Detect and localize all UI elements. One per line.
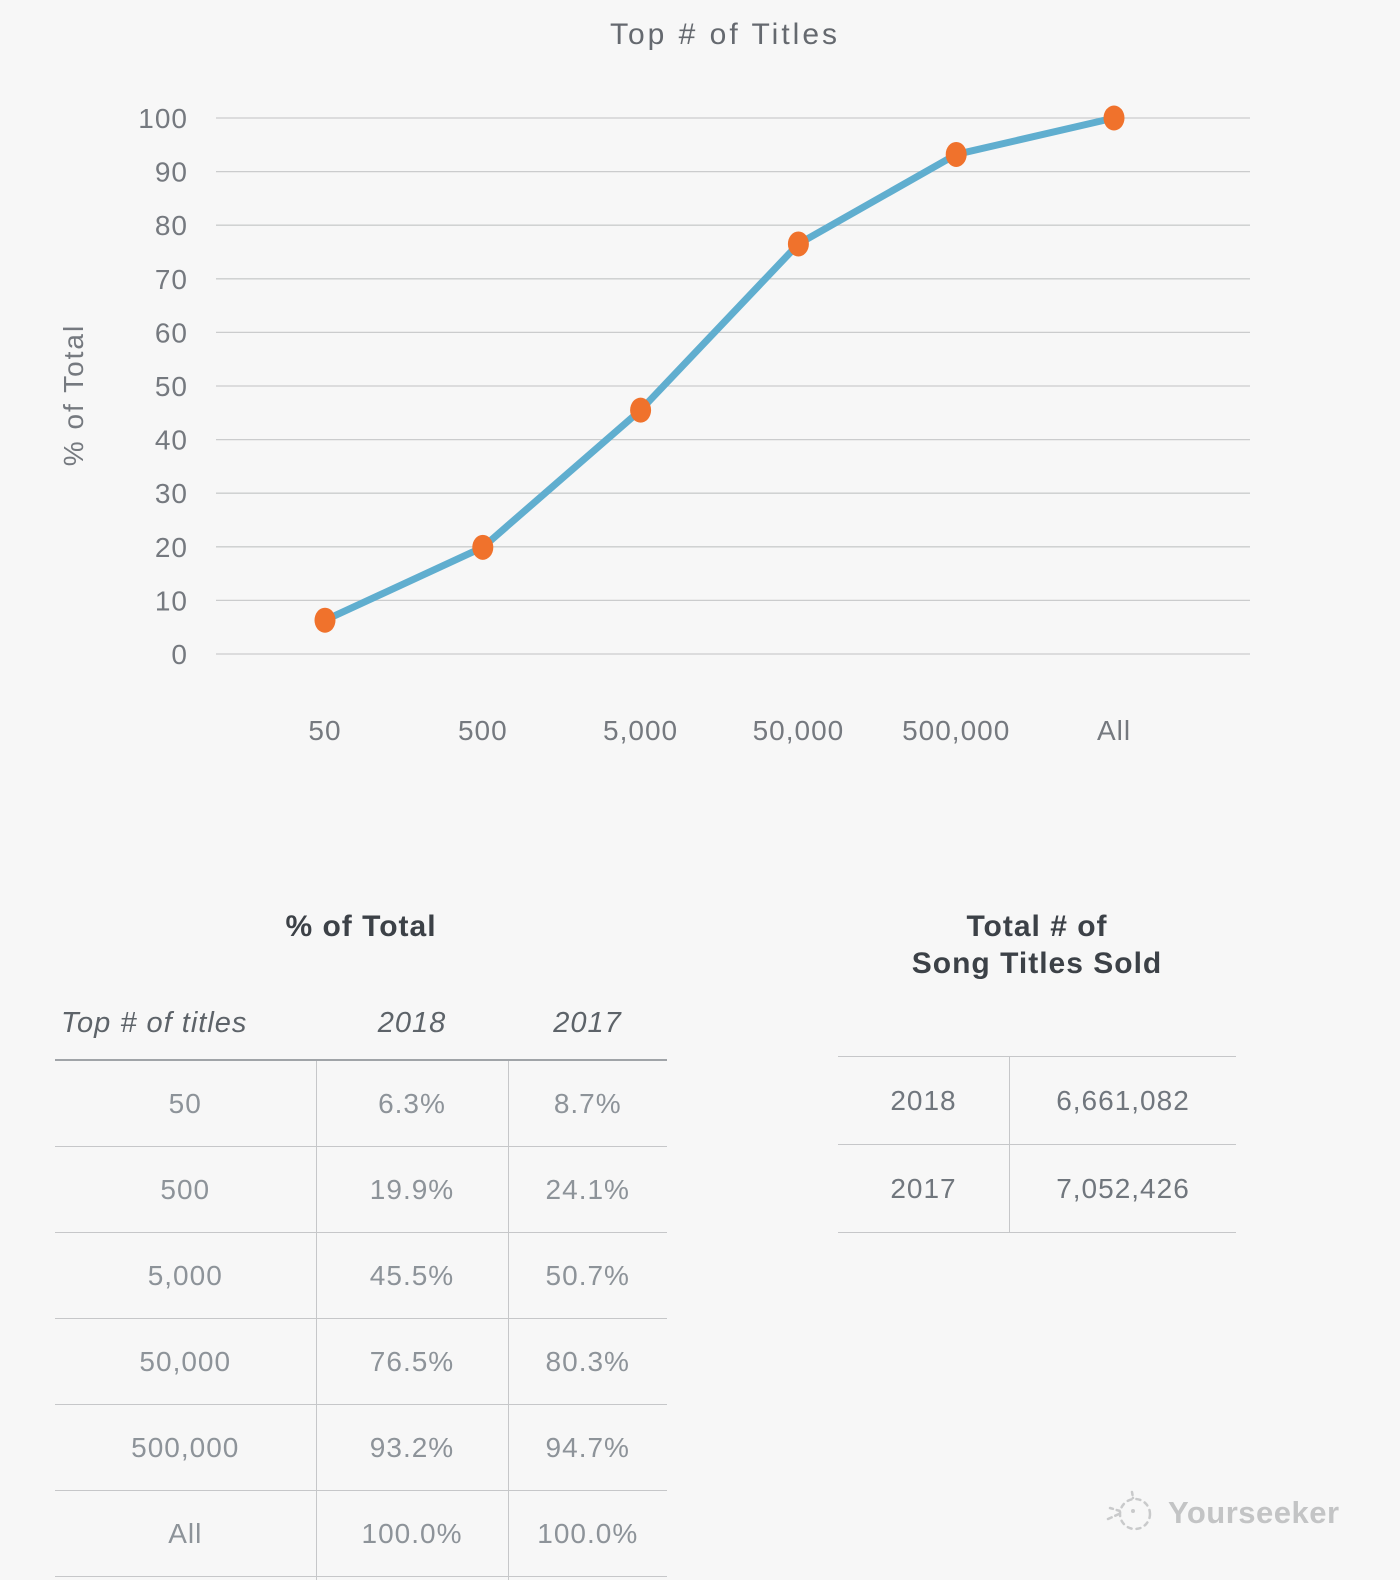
total-cell: 7,052,426 [1009, 1144, 1236, 1233]
totals-table-title: Total # of Song Titles Sold [838, 908, 1236, 982]
table-cell: 50,000 [55, 1318, 316, 1405]
data-point [314, 607, 336, 633]
column-header-2018: 2018 [316, 987, 508, 1061]
table-row: 50,000 76.5% 80.3% [55, 1318, 667, 1405]
trend-line-2018 [321, 114, 1118, 624]
table-cell: All [55, 1490, 316, 1577]
y-tick-label: 20 [155, 532, 188, 563]
table-cell: 100.0% [507, 1490, 667, 1577]
y-tick-label: 100 [138, 103, 188, 134]
totals-table-title-line1: Total # of [966, 910, 1108, 943]
percent-table-header-row: Top # of titles 2018 2017 [55, 987, 667, 1061]
year-cell: 2018 [838, 1056, 1010, 1145]
data-point [1103, 105, 1125, 131]
table-cell: 50.7% [507, 1232, 667, 1319]
table-row: All 100.0% 100.0% [55, 1490, 667, 1577]
percent-table: Top # of titles 2018 2017 50 6.3% 8.7% 5… [55, 987, 667, 1580]
y-tick-label: 70 [155, 264, 188, 295]
y-tick-label: 60 [155, 317, 188, 348]
data-point [472, 534, 494, 560]
y-tick-label: 90 [155, 157, 188, 188]
x-tick-label: 500,000 [902, 715, 1010, 746]
table-cell: 50 [55, 1060, 316, 1147]
column-header-2017: 2017 [508, 987, 667, 1061]
table-cell: 93.2% [315, 1404, 508, 1491]
table-cell: 5,000 [55, 1232, 316, 1319]
chart-title: Top # of Titles [609, 18, 841, 51]
x-tick-label: 50 [308, 715, 341, 746]
table-tail-cell [55, 1577, 316, 1580]
table-cell: 19.9% [315, 1146, 508, 1233]
x-tick-label: 500 [458, 715, 508, 746]
table-cell: 500,000 [55, 1404, 316, 1491]
table-tail-cell [507, 1576, 667, 1580]
y-tick-label: 50 [155, 371, 188, 402]
table-row: 5,000 45.5% 50.7% [55, 1232, 667, 1319]
totals-table-title-line2: Song Titles Sold [911, 947, 1163, 980]
x-tick-label: 5,000 [603, 715, 678, 746]
table-row: 500 19.9% 24.1% [55, 1146, 667, 1233]
percent-table-title: % of Total [285, 910, 437, 943]
x-tick-label: All [1097, 715, 1131, 746]
y-tick-label: 0 [171, 639, 188, 670]
y-tick-label: 10 [155, 585, 188, 616]
totals-table: 2018 6,661,082 2017 7,052,426 [838, 1056, 1236, 1233]
y-tick-label: 80 [155, 210, 188, 241]
data-point [630, 397, 652, 423]
table-cell: 500 [55, 1146, 316, 1233]
watermark-label: Yourseeker [1168, 1495, 1340, 1530]
total-cell: 6,661,082 [1009, 1056, 1236, 1145]
table-row: 500,000 93.2% 94.7% [55, 1404, 667, 1491]
table-cell: 94.7% [507, 1404, 667, 1491]
table-row: 2018 6,661,082 [838, 1056, 1236, 1145]
table-cell: 80.3% [507, 1318, 667, 1405]
table-cell: 6.3% [315, 1060, 508, 1147]
y-tick-label: 30 [155, 478, 188, 509]
song-titles-sold-table: Total # of Song Titles Sold 2018 6,661,0… [838, 908, 1236, 1233]
percent-of-total-table: % of Total Top # of titles 2018 2017 50 … [55, 908, 667, 1580]
line-chart: 0 10 20 30 40 50 60 70 80 90 100 50 500 5,000 50,000 50… [138, 103, 1250, 746]
table-cell: 8.7% [507, 1060, 667, 1147]
data-point [787, 231, 809, 257]
sketch-circle-icon [1106, 1490, 1152, 1531]
x-tick-label: 50,000 [753, 715, 845, 746]
table-row: 2017 7,052,426 [838, 1144, 1236, 1233]
data-point [945, 141, 967, 167]
table-tail-row [55, 1576, 667, 1580]
year-cell: 2017 [838, 1144, 1010, 1233]
column-header-top-titles: Top # of titles [55, 987, 316, 1061]
table-cell: 100.0% [315, 1490, 508, 1577]
table-cell: 76.5% [315, 1318, 508, 1405]
watermark: Yourseeker [1104, 1486, 1340, 1540]
y-tick-label: 40 [155, 425, 188, 456]
table-row: 50 6.3% 8.7% [55, 1060, 667, 1147]
table-cell: 24.1% [507, 1146, 667, 1233]
table-tail-cell [315, 1576, 508, 1580]
table-cell: 45.5% [315, 1232, 508, 1319]
